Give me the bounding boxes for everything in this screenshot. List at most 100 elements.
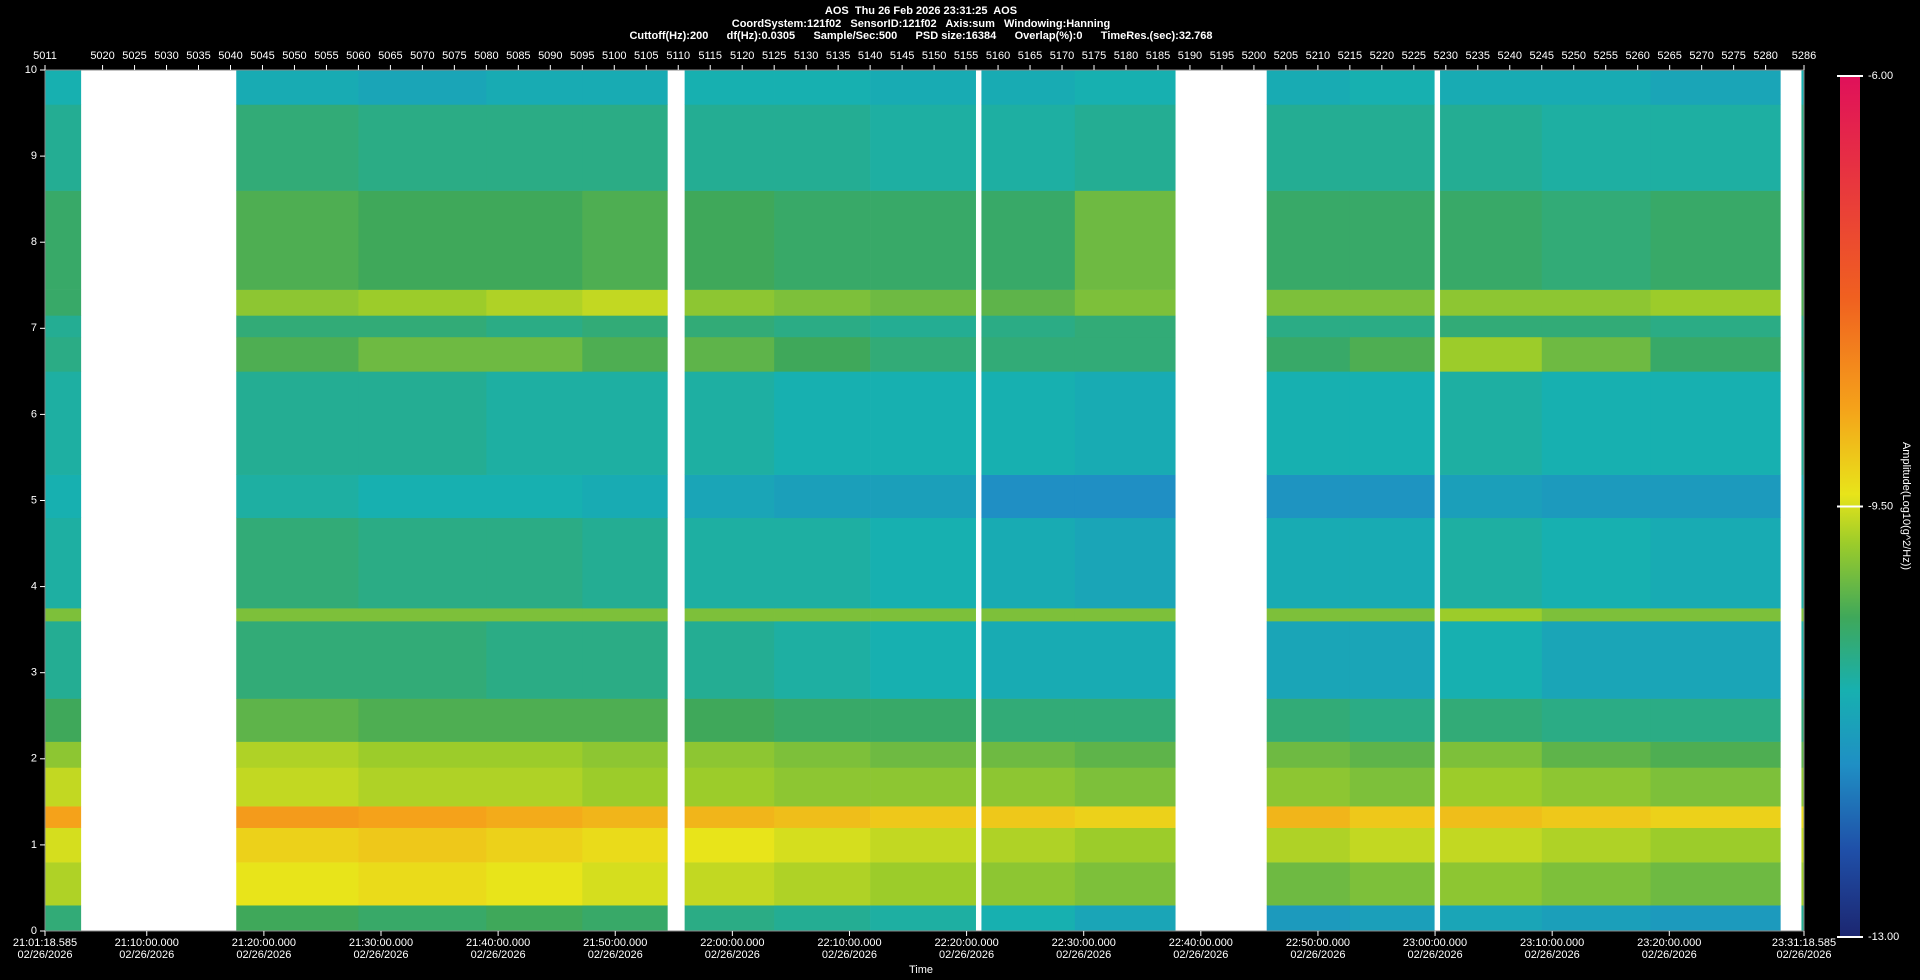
heatmap-cell — [1801, 621, 1805, 699]
heatmap-cell — [486, 741, 583, 768]
y-tick-label: 8 — [31, 236, 37, 248]
heatmap-cell — [774, 315, 871, 338]
heatmap-cell — [870, 767, 976, 807]
heatmap-cell — [774, 190, 871, 290]
y-tick-label: 7 — [31, 322, 37, 334]
heatmap-cell — [774, 621, 871, 699]
x-tick-label: 5115 — [698, 50, 722, 62]
x-tick-label: 5286 — [1792, 50, 1816, 62]
heatmap-cell — [45, 767, 82, 807]
heatmap-cell — [684, 190, 775, 290]
y-tick-label: 3 — [31, 667, 37, 679]
heatmap-cell — [684, 862, 775, 906]
heatmap-cell — [486, 371, 583, 475]
x-tick-label: 5095 — [570, 50, 594, 62]
heatmap-cell — [1074, 371, 1176, 475]
heatmap-cell — [358, 827, 487, 863]
heatmap-cell — [1440, 608, 1543, 622]
chart-subtitle: CoordSystem:121f02 SensorID:121f02 Axis:… — [732, 18, 1110, 30]
heatmap-cell — [774, 806, 871, 828]
heatmap-cell — [236, 336, 359, 372]
heatmap-cell — [236, 70, 359, 105]
x-tick-label: 5245 — [1530, 50, 1554, 62]
chart-subtitle: Cuttoff(Hz):200 df(Hz):0.0305 Sample/Sec… — [629, 30, 1212, 42]
x-tick-label: 5275 — [1721, 50, 1745, 62]
heatmap-cell — [582, 621, 668, 699]
x-tick-label: 5270 — [1689, 50, 1713, 62]
heatmap-cell — [1266, 806, 1351, 828]
heatmap-cell — [1266, 698, 1351, 742]
heatmap-cell — [236, 827, 359, 863]
heatmap-cell — [1801, 474, 1805, 519]
heatmap-cell — [1074, 698, 1176, 742]
heatmap-cell — [582, 608, 668, 622]
colorbar-tick-label: -9.50 — [1868, 500, 1893, 512]
heatmap-cell — [358, 315, 487, 338]
heatmap-cell — [774, 336, 871, 372]
heatmap-cell — [236, 104, 359, 191]
heatmap-cell — [870, 315, 976, 338]
x-tick-label: 5265 — [1657, 50, 1681, 62]
heatmap-cell — [1266, 905, 1351, 932]
heatmap-cell — [1349, 767, 1435, 807]
x-tick-label: 5055 — [314, 50, 338, 62]
x2-tick-label: 23:20:00.000 02/26/2026 — [1637, 937, 1702, 961]
x-tick-label: 5155 — [954, 50, 978, 62]
heatmap-cell — [582, 741, 668, 768]
heatmap-cell — [1440, 517, 1543, 609]
heatmap-cell — [1349, 104, 1435, 191]
heatmap-cell — [1266, 315, 1351, 338]
heatmap-cell — [582, 767, 668, 807]
heatmap-cell — [1074, 315, 1176, 338]
heatmap-cell — [1801, 336, 1805, 372]
heatmap-cell — [1349, 289, 1435, 316]
heatmap-cell — [1801, 371, 1805, 475]
x2-tick-label: 23:10:00.000 02/26/2026 — [1520, 937, 1585, 961]
heatmap-cell — [684, 741, 775, 768]
heatmap-cell — [582, 862, 668, 906]
heatmap-cell — [236, 905, 359, 932]
heatmap-cell — [870, 371, 976, 475]
heatmap-cell — [1349, 371, 1435, 475]
heatmap-cell — [870, 104, 976, 191]
x2-tick-label: 23:31:18.585 02/26/2026 — [1771, 937, 1837, 961]
heatmap-cell — [486, 315, 583, 338]
x2-tick-label: 23:00:00.000 02/26/2026 — [1402, 937, 1468, 961]
heatmap-cell — [1440, 862, 1543, 906]
colorbar-tick-label: -13.00 — [1868, 931, 1899, 943]
heatmap-cell — [1541, 905, 1651, 932]
x-tick-label: 5175 — [1082, 50, 1106, 62]
heatmap-cell — [1074, 289, 1176, 316]
heatmap-cell — [1541, 621, 1651, 699]
y-tick-label: 0 — [31, 925, 37, 937]
heatmap-cell — [1541, 70, 1651, 105]
heatmap-cell — [1541, 806, 1651, 828]
heatmap-cell — [1440, 190, 1543, 290]
heatmap-cell — [774, 517, 871, 609]
heatmap-cell — [582, 698, 668, 742]
heatmap-cell — [1440, 698, 1543, 742]
heatmap-cell — [1440, 741, 1543, 768]
heatmap-cell — [870, 474, 976, 519]
heatmap-cell — [870, 862, 976, 906]
x-tick-label: 5230 — [1434, 50, 1458, 62]
heatmap-cell — [1541, 517, 1651, 609]
y-tick-label: 2 — [31, 753, 37, 765]
heatmap-cell — [1440, 289, 1543, 316]
heatmap-cell — [236, 315, 359, 338]
heatmap-cell — [582, 315, 668, 338]
x-tick-label: 5195 — [1210, 50, 1234, 62]
heatmap-cell — [1650, 621, 1781, 699]
heatmap-cell — [358, 741, 487, 768]
heatmap-cell — [1266, 474, 1351, 519]
heatmap-cell — [774, 905, 871, 932]
heatmap-cell — [1349, 621, 1435, 699]
heatmap-cell — [45, 315, 82, 338]
x-tick-label: 5200 — [1242, 50, 1266, 62]
colorbar-tick-label: -6.00 — [1868, 70, 1893, 82]
x-tick-label: 5090 — [538, 50, 562, 62]
heatmap-cell — [981, 827, 1076, 863]
heatmap-cell — [486, 698, 583, 742]
heatmap-cell — [1650, 474, 1781, 519]
x-tick-label: 5140 — [858, 50, 882, 62]
